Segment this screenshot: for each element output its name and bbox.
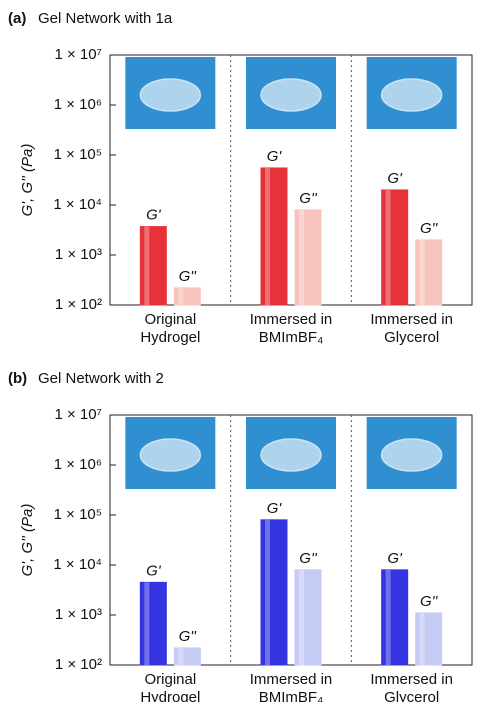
bar-shine bbox=[144, 582, 149, 665]
value-label: G'' bbox=[420, 220, 439, 237]
photo-gel bbox=[261, 439, 321, 471]
y-tick-label: 1 × 10⁵ bbox=[54, 506, 102, 523]
value-label: G'' bbox=[179, 628, 198, 645]
y-tick-label: 1 × 10³ bbox=[55, 606, 102, 623]
bar bbox=[261, 520, 287, 665]
bar bbox=[416, 613, 442, 665]
panel-label: (b) bbox=[8, 370, 27, 387]
value-label: G'' bbox=[299, 550, 318, 567]
bar-shine bbox=[178, 648, 183, 665]
bar-shine bbox=[420, 613, 425, 665]
value-label: G' bbox=[387, 170, 403, 187]
y-tick-label: 1 × 10⁴ bbox=[53, 556, 102, 573]
chart: (a) Gel Network with 1a G', G'' (Pa) 1 × 10… bbox=[0, 0, 479, 702]
value-label: G' bbox=[146, 207, 162, 224]
bar bbox=[174, 648, 200, 665]
x-tick-label: Immersed in BMImBF₄ bbox=[236, 671, 346, 702]
value-label: G' bbox=[387, 550, 403, 567]
bar-shine bbox=[420, 240, 425, 305]
bar bbox=[174, 288, 200, 305]
bar-shine bbox=[144, 227, 149, 305]
y-tick-label: 1 × 10² bbox=[55, 656, 102, 673]
panel-label: (a) bbox=[8, 10, 26, 27]
value-label: G'' bbox=[420, 593, 439, 610]
bar-shine bbox=[299, 570, 304, 665]
y-tick-label: 1 × 10⁷ bbox=[54, 46, 102, 63]
photo-gel bbox=[140, 439, 200, 471]
y-tick-label: 1 × 10⁶ bbox=[54, 96, 102, 113]
photo-gel bbox=[261, 79, 321, 111]
value-label: G' bbox=[267, 148, 283, 165]
bar-shine bbox=[386, 570, 391, 665]
chart-title: Gel Network with 2 bbox=[38, 370, 164, 387]
bar bbox=[295, 570, 321, 665]
photo-gel bbox=[382, 439, 442, 471]
y-tick-label: 1 × 10⁷ bbox=[54, 406, 102, 423]
page: (a) Gel Network with 1a G', G'' (Pa) 1 × 10… bbox=[0, 0, 479, 702]
x-tick-label: Immersed in Glycerol bbox=[357, 671, 467, 702]
x-tick-label: Original Hydrogel bbox=[115, 671, 225, 702]
bar-shine bbox=[299, 210, 304, 305]
bar-shine bbox=[386, 190, 391, 305]
value-label: G'' bbox=[299, 190, 318, 207]
bar bbox=[416, 240, 442, 305]
y-tick-label: 1 × 10⁶ bbox=[54, 456, 102, 473]
x-tick-label: Immersed in Glycerol bbox=[357, 311, 467, 347]
y-axis-label: G', G'' (Pa) bbox=[19, 144, 36, 217]
bar-shine bbox=[265, 520, 270, 665]
y-tick-label: 1 × 10⁵ bbox=[54, 146, 102, 163]
bar bbox=[140, 227, 166, 305]
x-tick-label: Immersed in BMImBF₄ bbox=[236, 311, 346, 347]
y-tick-label: 1 × 10³ bbox=[55, 246, 102, 263]
bar bbox=[140, 582, 166, 665]
y-tick-label: 1 × 10² bbox=[55, 296, 102, 313]
photo-gel bbox=[140, 79, 200, 111]
photo-gel bbox=[382, 79, 442, 111]
x-tick-label: Original Hydrogel bbox=[115, 311, 225, 347]
bar bbox=[382, 570, 408, 665]
bar bbox=[295, 210, 321, 305]
chart-title: Gel Network with 1a bbox=[38, 10, 173, 27]
value-label: G' bbox=[267, 500, 283, 517]
bar-shine bbox=[265, 168, 270, 305]
value-label: G' bbox=[146, 562, 162, 579]
value-label: G'' bbox=[179, 268, 198, 285]
bar-shine bbox=[178, 288, 183, 305]
bar bbox=[382, 190, 408, 305]
y-tick-label: 1 × 10⁴ bbox=[53, 196, 102, 213]
y-axis-label: G', G'' (Pa) bbox=[19, 504, 36, 577]
bar bbox=[261, 168, 287, 305]
